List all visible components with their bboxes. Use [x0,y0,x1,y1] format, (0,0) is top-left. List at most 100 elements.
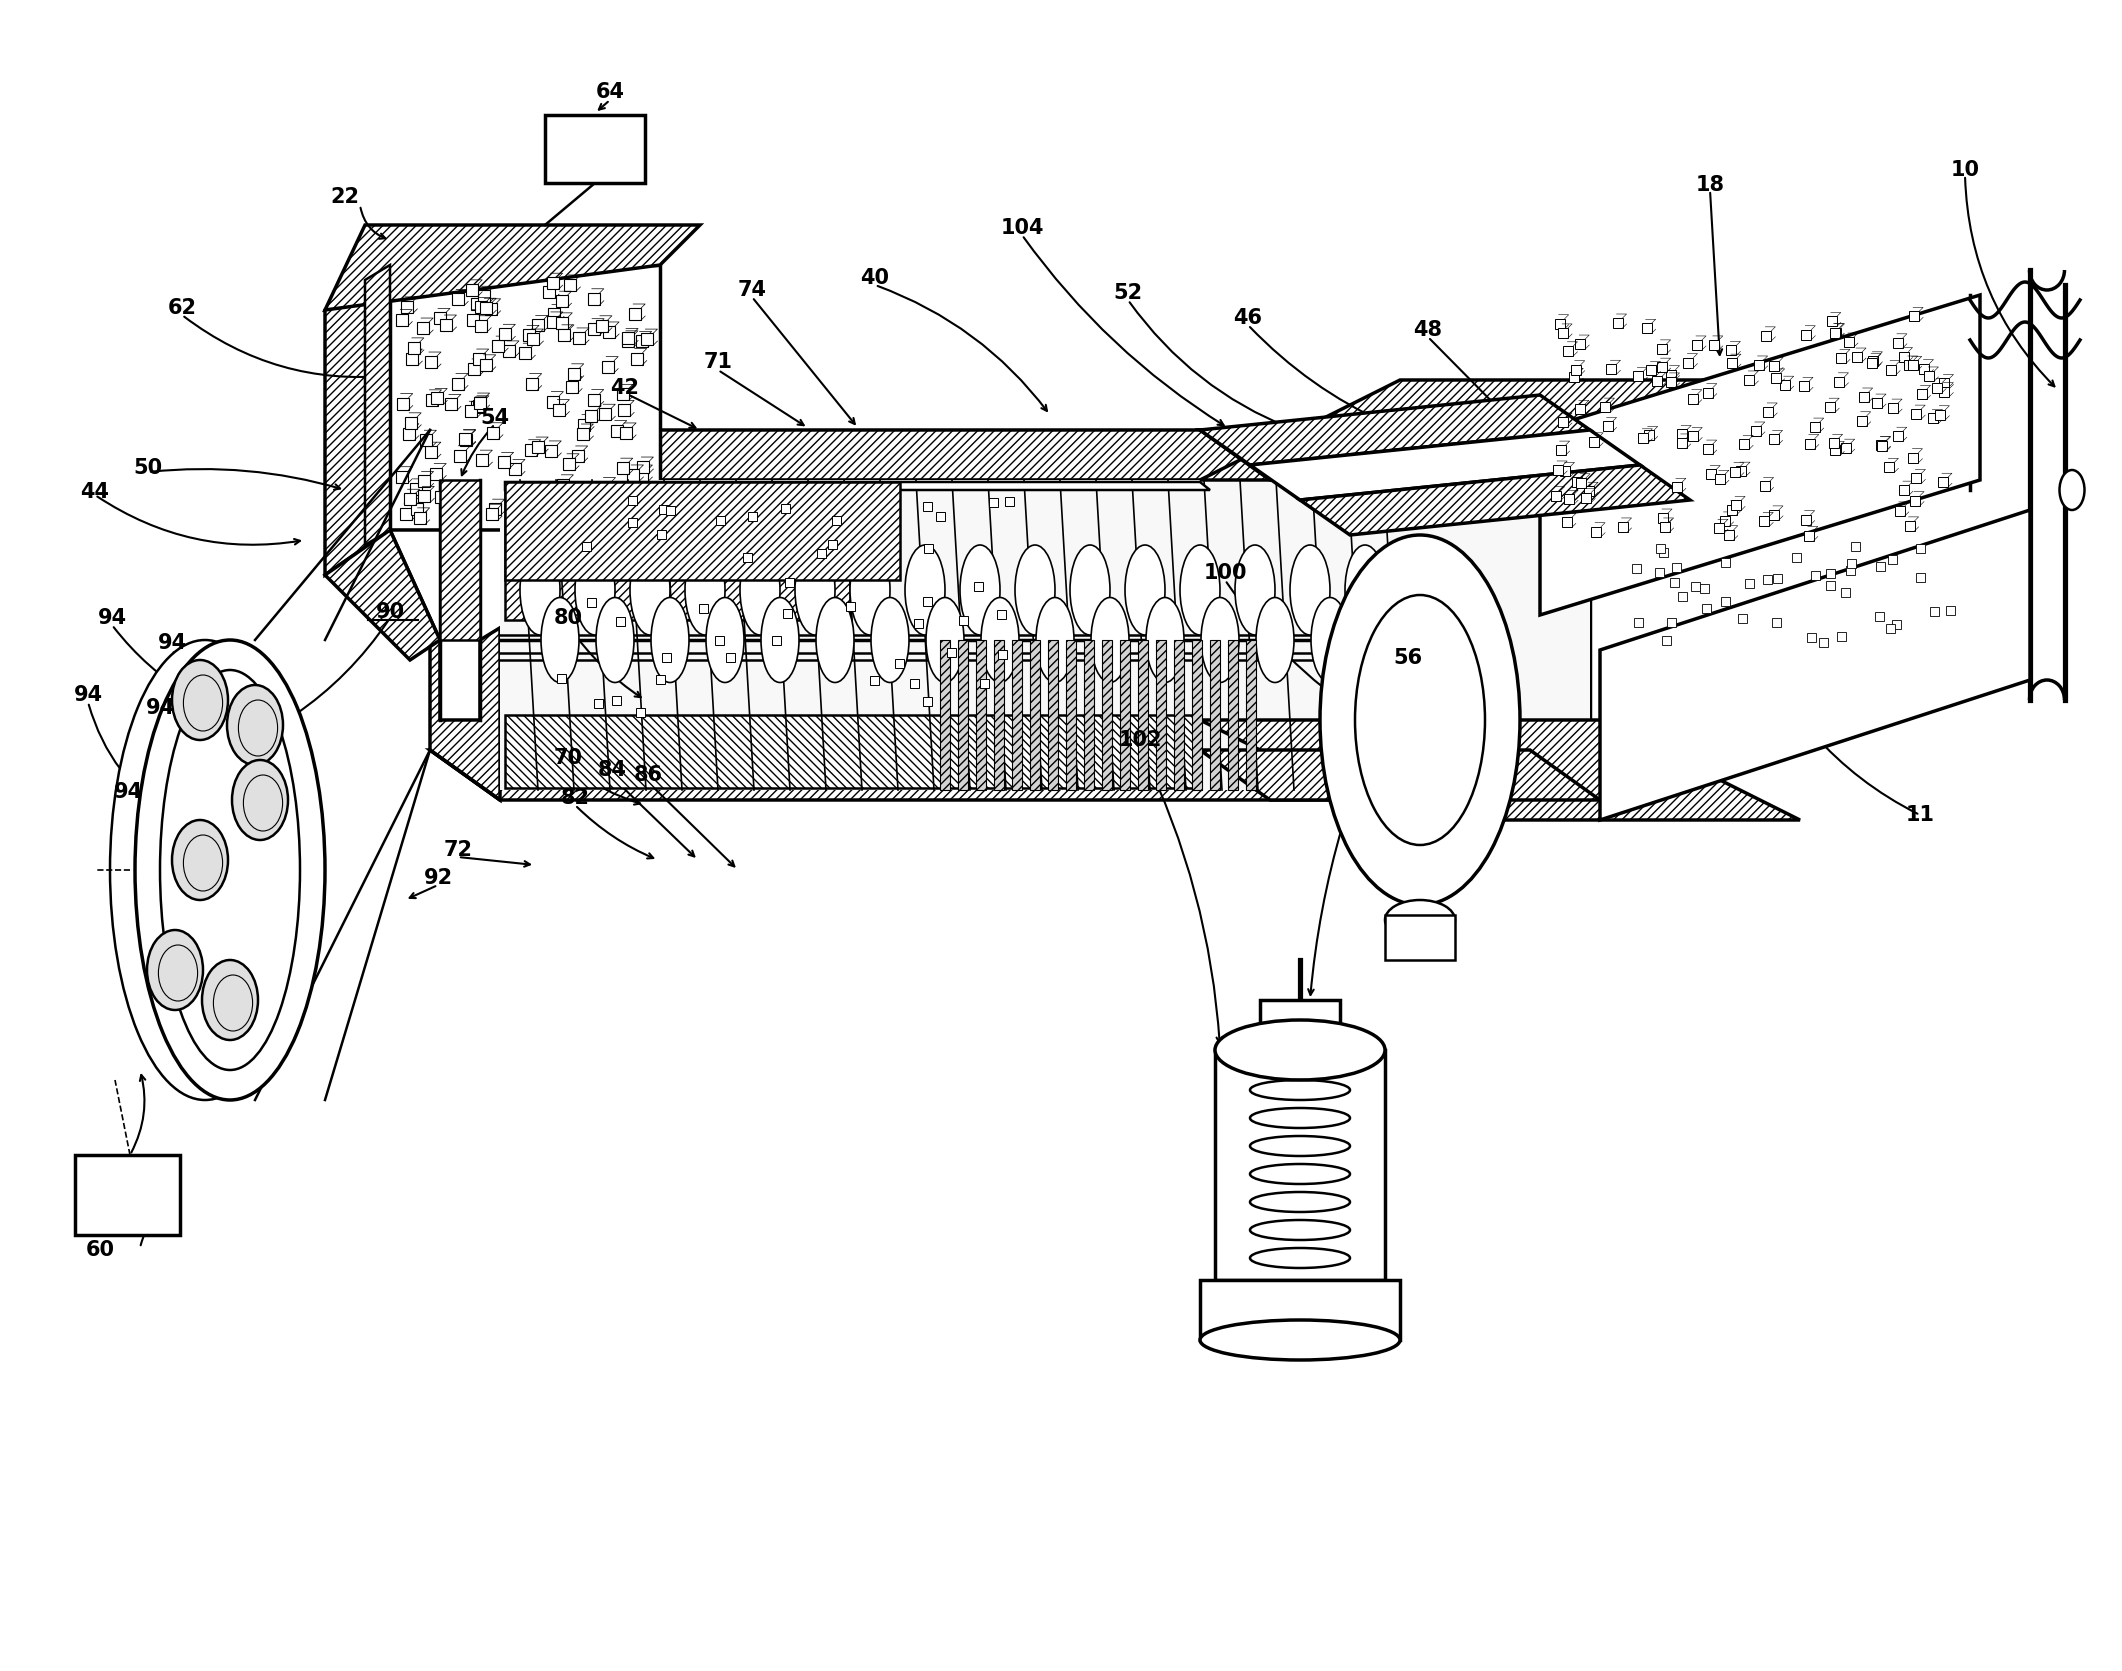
Bar [1829,438,1838,448]
Text: 56: 56 [1394,648,1422,668]
Polygon shape [1084,640,1095,790]
Bar [1929,413,1937,423]
Bar [1925,371,1935,381]
Bar [1655,545,1666,553]
Bar [1770,373,1780,383]
Ellipse shape [1091,598,1129,682]
Bar [1570,364,1581,374]
Bar [1657,344,1666,354]
Bar [628,496,637,505]
Bar [499,328,511,341]
Bar [588,292,601,304]
Bar [847,602,855,612]
Bar [441,319,452,331]
Text: 104: 104 [999,217,1044,237]
Bar [1850,541,1859,550]
Bar [1702,605,1710,613]
Ellipse shape [541,598,579,682]
Bar [431,468,441,480]
Bar [781,505,789,513]
Bar [1825,582,1836,590]
Bar [1581,493,1592,503]
Bar [547,316,558,328]
Bar [1751,426,1761,436]
Bar [1853,353,1861,363]
Bar [1763,575,1772,583]
Bar [910,678,919,688]
Ellipse shape [202,961,259,1039]
Bar [997,610,1006,620]
Bar [1831,328,1840,338]
Bar [545,496,556,508]
Bar [420,434,433,446]
Polygon shape [1201,750,1600,800]
Bar [1706,470,1717,480]
Bar [974,582,982,592]
Polygon shape [1229,640,1237,790]
Polygon shape [431,429,1589,480]
Bar [1829,328,1840,338]
Ellipse shape [959,545,999,635]
Bar [1759,516,1770,526]
Bar [1577,478,1585,488]
Ellipse shape [136,640,325,1100]
Bar [1659,548,1668,556]
Bar [1802,515,1810,525]
Ellipse shape [980,598,1019,682]
Bar [1006,496,1014,506]
Bar [547,309,560,321]
Bar [547,277,558,289]
Bar [783,608,792,618]
Ellipse shape [925,598,963,682]
Bar [564,279,577,291]
Bar [959,617,968,625]
Bar [452,294,465,306]
Bar [577,419,590,431]
Bar [1772,618,1780,627]
Bar [569,368,579,379]
Ellipse shape [1256,598,1294,682]
Ellipse shape [1201,1320,1401,1360]
Bar [1551,491,1560,501]
Polygon shape [325,530,439,660]
Text: 74: 74 [738,281,766,301]
Bar [1893,431,1903,441]
Bar [1564,495,1575,505]
Bar [596,319,607,333]
Bar [1872,398,1882,408]
Bar [405,416,418,429]
Bar [1687,394,1698,404]
Ellipse shape [1367,598,1405,682]
Bar [1908,453,1918,463]
Bar [475,455,488,466]
Bar [923,598,932,607]
Ellipse shape [172,660,227,740]
Bar [626,486,639,498]
Bar [895,660,904,668]
Bar [1920,364,1929,374]
Bar [1806,438,1814,448]
Text: 62: 62 [168,297,197,317]
Bar [1825,403,1836,413]
Text: 82: 82 [560,789,590,809]
Bar [571,449,584,461]
Bar [567,381,577,393]
Bar [1763,408,1774,418]
Text: 52: 52 [1114,282,1142,302]
Polygon shape [957,640,968,790]
Bar [1729,466,1740,476]
Bar [662,653,671,662]
Bar [403,493,416,505]
Bar [1838,632,1846,642]
Bar [656,675,664,683]
Bar [915,620,923,628]
Ellipse shape [1356,595,1485,846]
Bar [414,511,427,523]
Bar [1606,364,1617,374]
Bar [1910,311,1918,321]
Bar [469,363,480,374]
Bar [1916,389,1927,399]
Text: 102: 102 [1118,730,1161,750]
Bar [622,334,634,348]
Bar [1700,583,1708,593]
